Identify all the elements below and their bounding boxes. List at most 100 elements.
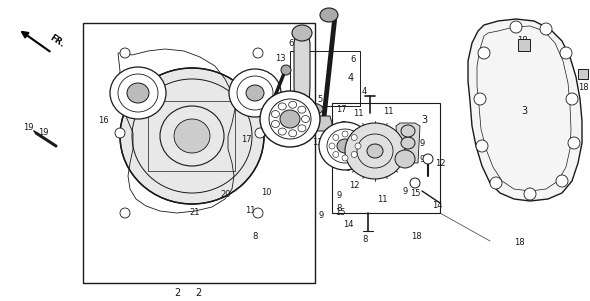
Text: 9: 9 — [420, 154, 425, 163]
Ellipse shape — [260, 91, 320, 147]
Text: 20: 20 — [275, 136, 285, 145]
Ellipse shape — [253, 48, 263, 58]
Text: 9: 9 — [337, 191, 342, 200]
Ellipse shape — [329, 143, 335, 149]
Text: 19: 19 — [38, 128, 48, 137]
Text: 9: 9 — [319, 211, 324, 220]
Polygon shape — [294, 33, 310, 126]
Ellipse shape — [478, 47, 490, 59]
Ellipse shape — [345, 123, 405, 179]
Ellipse shape — [566, 93, 578, 105]
Ellipse shape — [301, 116, 310, 123]
Text: 20: 20 — [221, 190, 231, 199]
Ellipse shape — [401, 125, 415, 137]
Ellipse shape — [298, 106, 306, 113]
Ellipse shape — [342, 155, 348, 161]
Ellipse shape — [271, 110, 280, 118]
Text: 17: 17 — [241, 135, 252, 144]
Text: 10: 10 — [261, 188, 272, 197]
Ellipse shape — [280, 110, 300, 128]
Ellipse shape — [510, 21, 522, 33]
Text: 8: 8 — [336, 204, 342, 213]
Text: 21: 21 — [253, 74, 263, 83]
Text: 13: 13 — [299, 59, 309, 68]
Text: 11: 11 — [289, 140, 299, 149]
Text: 16: 16 — [133, 74, 143, 83]
Ellipse shape — [351, 135, 357, 141]
Ellipse shape — [115, 128, 125, 138]
Ellipse shape — [281, 65, 291, 75]
Ellipse shape — [395, 150, 415, 168]
Ellipse shape — [319, 122, 371, 170]
Text: 5: 5 — [318, 95, 323, 104]
Ellipse shape — [246, 85, 264, 101]
Ellipse shape — [367, 144, 383, 158]
Ellipse shape — [255, 128, 265, 138]
Polygon shape — [396, 123, 420, 163]
Ellipse shape — [278, 103, 286, 110]
Ellipse shape — [524, 188, 536, 200]
Bar — [332, 103, 440, 213]
Text: 15: 15 — [335, 208, 346, 217]
Polygon shape — [468, 19, 582, 201]
Ellipse shape — [423, 154, 433, 164]
Text: 16: 16 — [98, 116, 109, 125]
Ellipse shape — [120, 48, 130, 58]
Ellipse shape — [560, 47, 572, 59]
Text: 2: 2 — [195, 288, 201, 298]
Text: 9: 9 — [402, 187, 408, 196]
Text: 18: 18 — [411, 232, 422, 241]
Ellipse shape — [333, 135, 339, 141]
Ellipse shape — [278, 128, 286, 135]
Ellipse shape — [292, 25, 312, 41]
Ellipse shape — [410, 178, 420, 188]
Ellipse shape — [289, 130, 297, 137]
Ellipse shape — [568, 137, 580, 149]
Text: 18: 18 — [578, 83, 588, 92]
Ellipse shape — [229, 69, 281, 117]
Text: 17: 17 — [336, 105, 347, 114]
Ellipse shape — [490, 177, 502, 189]
Ellipse shape — [320, 8, 338, 22]
Text: 18: 18 — [514, 238, 525, 247]
Text: 7: 7 — [340, 122, 345, 131]
Ellipse shape — [342, 131, 348, 137]
Ellipse shape — [253, 208, 263, 218]
Text: 2: 2 — [174, 288, 180, 298]
Bar — [290, 51, 360, 106]
Text: 12: 12 — [349, 181, 360, 190]
Text: 7: 7 — [313, 113, 319, 122]
Text: 3: 3 — [521, 106, 527, 116]
Text: 14: 14 — [343, 220, 353, 229]
Text: 4: 4 — [362, 86, 367, 95]
Ellipse shape — [355, 143, 361, 149]
Text: 11: 11 — [383, 107, 394, 116]
Bar — [83, 23, 315, 283]
Text: 6: 6 — [350, 54, 355, 64]
Polygon shape — [288, 116, 332, 131]
Text: 6: 6 — [289, 39, 294, 48]
Text: 10: 10 — [348, 151, 358, 160]
Ellipse shape — [540, 23, 552, 35]
Text: 11: 11 — [377, 194, 387, 203]
Ellipse shape — [474, 93, 486, 105]
Ellipse shape — [401, 137, 415, 149]
Text: 3: 3 — [422, 115, 428, 126]
Text: 11: 11 — [245, 206, 255, 215]
Ellipse shape — [120, 208, 130, 218]
Ellipse shape — [476, 140, 488, 152]
Ellipse shape — [174, 119, 210, 153]
Text: 9: 9 — [346, 164, 350, 173]
Text: 8: 8 — [362, 234, 368, 244]
Text: 21: 21 — [189, 208, 200, 217]
Ellipse shape — [271, 120, 280, 127]
Polygon shape — [518, 39, 530, 51]
Ellipse shape — [337, 139, 353, 153]
Ellipse shape — [299, 103, 323, 115]
Text: 9: 9 — [420, 138, 425, 147]
Ellipse shape — [333, 151, 339, 157]
Text: 12: 12 — [435, 159, 445, 167]
Ellipse shape — [351, 151, 357, 157]
Ellipse shape — [120, 68, 264, 204]
Text: 4: 4 — [348, 73, 354, 83]
